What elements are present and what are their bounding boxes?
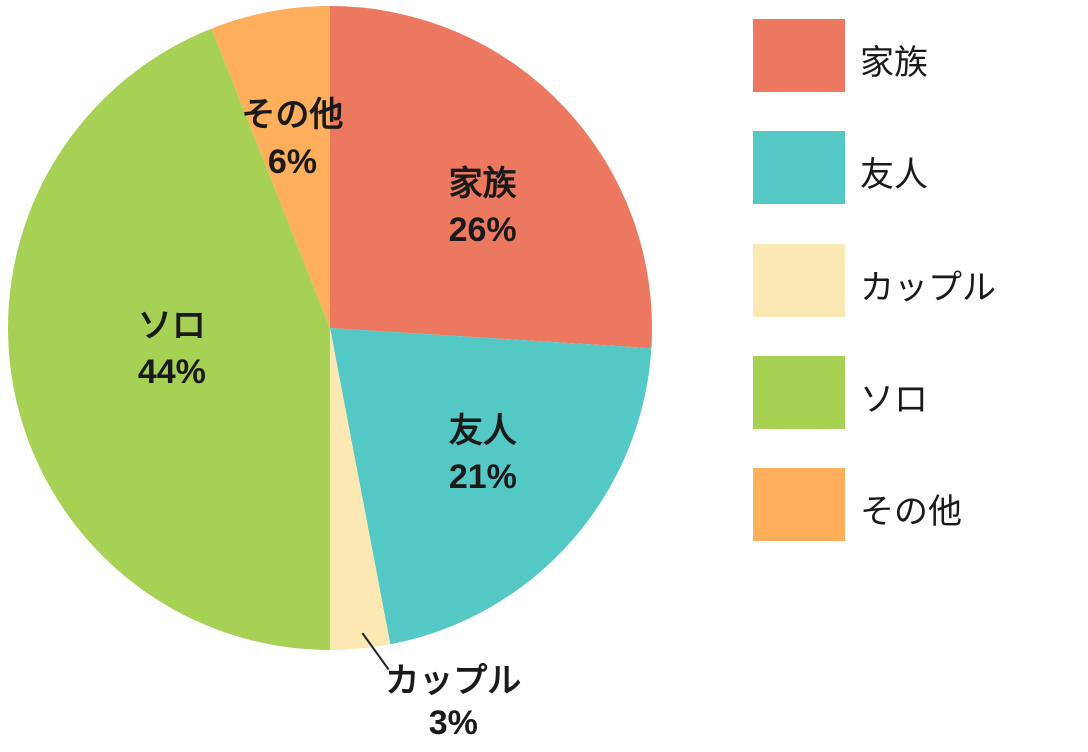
svg-text:21%: 21%: [449, 458, 517, 496]
svg-text:44%: 44%: [138, 353, 206, 391]
svg-text:友人: 友人: [449, 412, 517, 450]
svg-text:3%: 3%: [429, 704, 478, 742]
svg-text:その他: その他: [241, 96, 343, 134]
svg-text:ソロ: ソロ: [138, 307, 206, 345]
svg-text:6%: 6%: [268, 143, 317, 181]
svg-text:26%: 26%: [449, 211, 517, 249]
svg-text:家族: 家族: [449, 165, 517, 203]
svg-text:カップル: カップル: [385, 662, 521, 700]
